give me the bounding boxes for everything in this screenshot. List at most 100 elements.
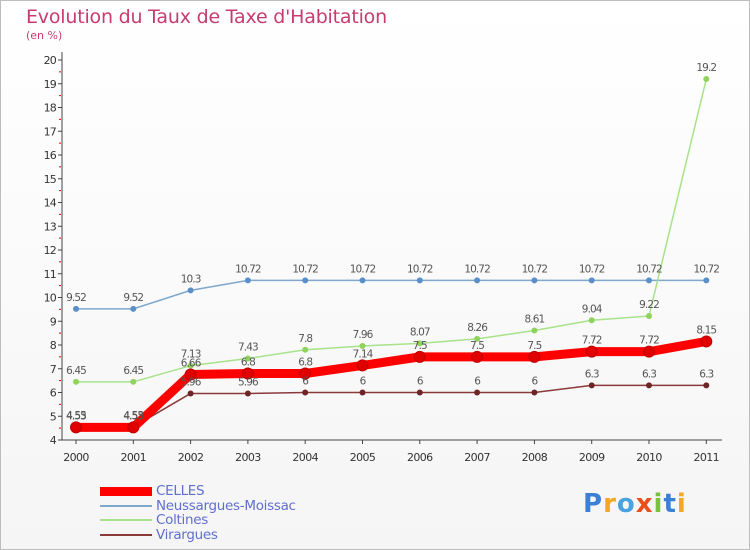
data-point [359,389,366,396]
data-label: 10.72 [407,263,433,275]
y-tick-label: 14 [44,197,57,210]
data-label: 6.3 [585,368,599,380]
data-point [531,389,538,396]
data-point [241,367,254,380]
data-point [703,382,710,389]
data-label: 6.3 [642,368,656,380]
chart-title: Evolution du Taux de Taxe d'Habitation [26,6,387,28]
x-tick-label: 2009 [579,451,605,464]
y-tick-label: 12 [44,244,56,257]
data-label: 10.72 [522,263,548,275]
x-tick-label: 2008 [522,451,548,464]
legend-swatch [100,533,152,536]
data-label: 8.07 [410,326,430,338]
data-point [127,421,140,434]
data-label: 10.72 [579,263,605,275]
data-label: 7.8 [298,333,312,345]
data-point [416,340,423,347]
logo-letter: t [663,489,677,519]
data-label: 10.72 [350,263,376,275]
logo-letter: x [635,489,654,519]
series-line-virargues [75,384,708,428]
data-label: 8.61 [525,314,545,326]
data-point [187,362,194,369]
data-label: 7.5 [413,340,427,352]
y-tick-label: 20 [44,54,57,67]
legend-item: CELLES [100,483,296,500]
y-tick-label: 6 [50,387,57,400]
data-point [531,327,538,334]
data-point [700,335,713,348]
data-label: 10.72 [464,263,490,275]
proxiti-logo: Proxiti [583,489,687,519]
legend-label: CELLES [156,483,205,500]
y-tick-label: 9 [50,315,57,328]
data-point [73,378,79,385]
data-label: 10.72 [694,263,720,275]
data-point [585,345,598,358]
data-label: 9.22 [639,299,659,311]
data-label: 10.72 [235,263,261,275]
x-tick-label: 2011 [693,451,719,464]
x-tick-label: 2007 [464,451,490,464]
y-tick-label: 18 [44,102,57,115]
data-point [244,277,251,284]
data-point [356,359,369,372]
legend-item: Virargues [100,526,296,543]
data-label: 7.14 [353,348,374,360]
data-point [302,277,309,284]
data-label: 7.72 [582,335,602,347]
data-point [643,345,655,358]
legend: CELLES Neussargues-Moissac Coltines Virargu… [100,483,296,543]
legend-swatch [100,519,152,522]
data-label: 10.72 [636,263,662,275]
data-label: 6.8 [241,357,255,369]
data-label: 7.43 [238,342,258,354]
y-tick-label: 13 [44,220,57,233]
data-point [187,287,194,294]
y-tick-label: 7 [50,363,57,376]
y-tick-label: 19 [44,78,57,91]
data-label: 6 [474,376,481,388]
data-point [703,277,710,284]
data-point [359,342,366,349]
logo-letter: o [616,489,636,519]
data-point [531,277,538,284]
data-label: 5.96 [238,376,259,388]
logo-letter: r [603,489,617,519]
data-label: 7.72 [639,335,659,347]
data-label: 5.96 [181,376,202,388]
data-label: 6 [417,376,424,388]
legend-item: Neussargues-Moissac [100,498,296,514]
legend-label: Virargues [156,526,218,543]
data-point [70,421,82,434]
data-point [703,76,710,82]
logo-letter: P [583,489,604,519]
data-label: 7.13 [181,349,201,361]
data-point [474,389,481,396]
legend-swatch [100,486,152,496]
data-point [73,305,79,312]
x-tick-label: 2003 [235,451,261,464]
data-point [646,277,652,284]
data-label: 8.26 [467,322,488,334]
y-tick-label: 15 [44,173,57,186]
data-point [302,389,309,396]
data-label: 6.45 [66,365,86,377]
data-point [130,305,137,312]
data-label: 4.53 [123,410,143,422]
series-line-neussargues-moissac [75,279,708,310]
y-tick-label: 11 [44,268,56,281]
data-label: 9.04 [582,303,603,315]
data-label: 6.8 [298,357,312,369]
data-label: 7.5 [470,340,484,352]
data-label: 4.55 [123,410,143,422]
data-label: 6 [532,376,539,388]
data-label: 6.45 [123,365,143,377]
data-label: 7.96 [353,329,374,341]
data-point [528,350,541,363]
data-label: 6.66 [181,357,202,369]
data-label: 8.15 [696,324,716,336]
y-tick-label: 17 [44,125,57,138]
